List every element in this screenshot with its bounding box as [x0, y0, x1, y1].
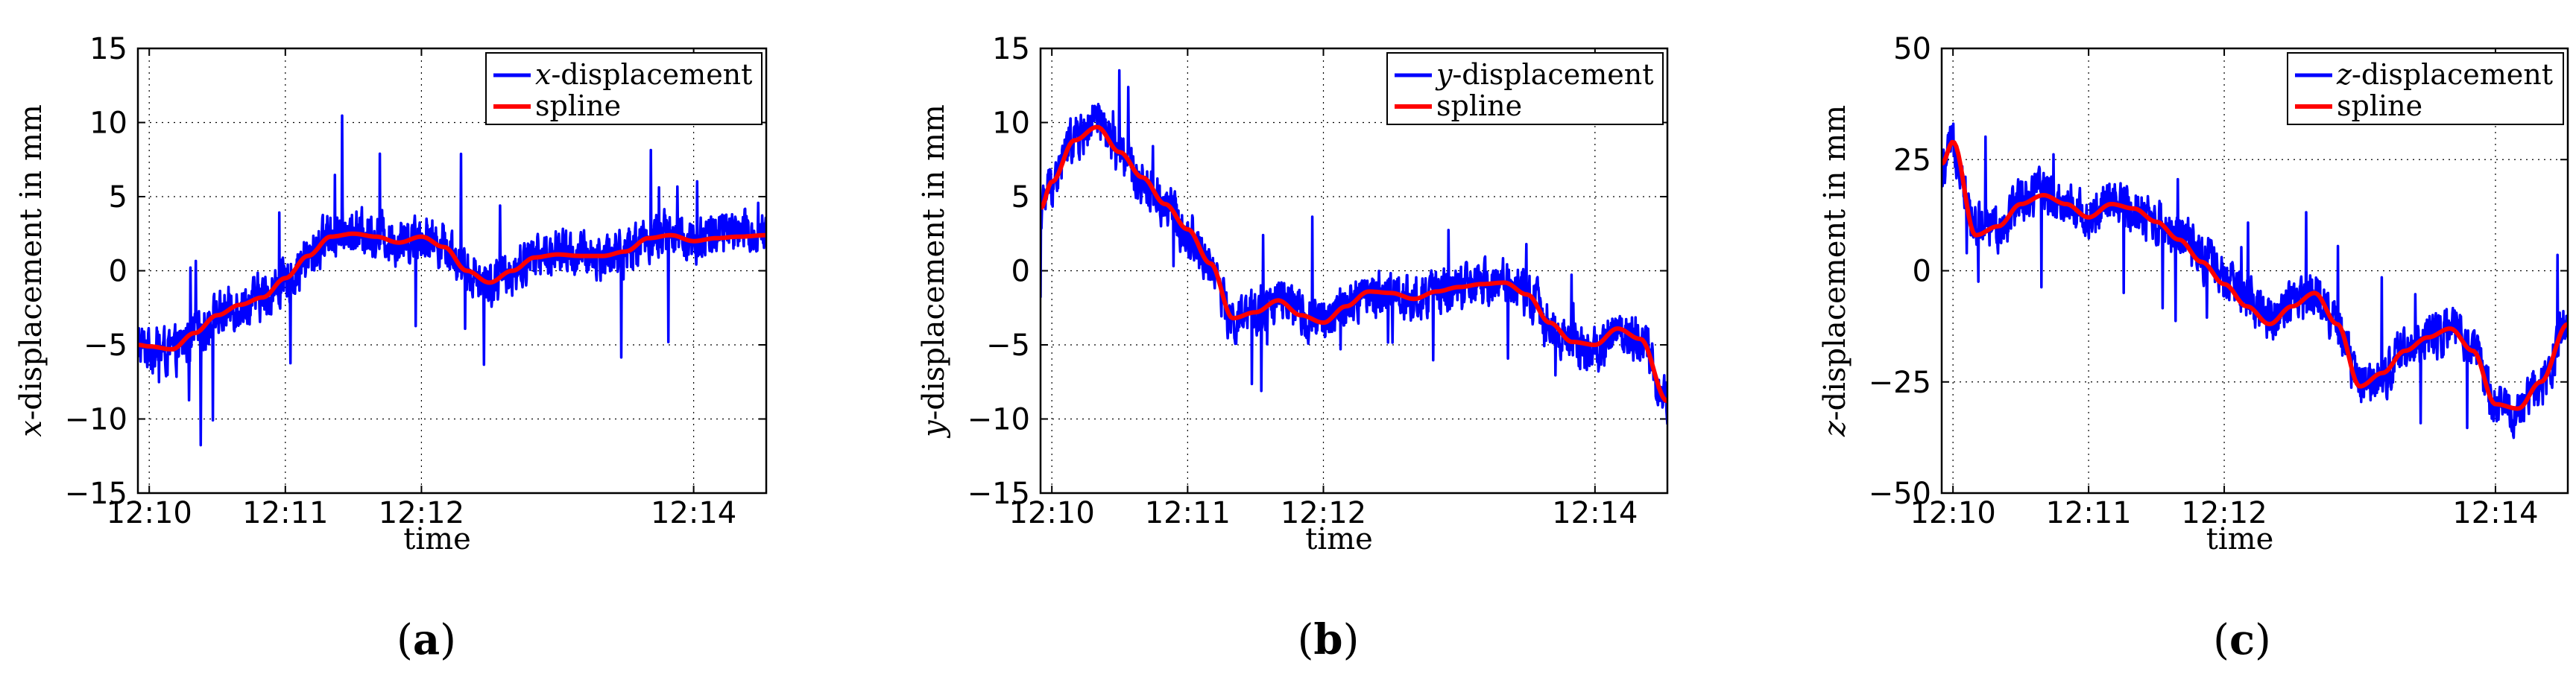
x-tick-label: 12:12 [379, 496, 464, 530]
legend-entry: z-displacement [2336, 58, 2553, 91]
y-axis-label: x-displacement in mm [14, 104, 48, 437]
legend-box [485, 52, 763, 125]
x-tick-label: 12:12 [2181, 496, 2267, 530]
x-tick-label: 12:14 [1552, 496, 1638, 530]
series-line-spline [138, 231, 766, 352]
legend-entry: spline [2337, 89, 2422, 122]
legend-box [2287, 52, 2564, 125]
y-tick-label: −10 [65, 403, 127, 437]
x-axis-label: time [403, 522, 470, 556]
series-line-spline [1942, 139, 2568, 411]
x-axis-label: time [2206, 522, 2273, 556]
y-tick-label: −10 [967, 403, 1030, 437]
x-tick-label: 12:14 [2452, 496, 2538, 530]
y-axis-label: y-displacement in mm [917, 104, 951, 439]
series-line-x-displacement [138, 114, 766, 447]
axes-frame [1039, 47, 1669, 495]
y-tick-label: −15 [967, 477, 1030, 511]
legend-entry: spline [1436, 89, 1522, 122]
y-tick-label: −5 [986, 328, 1030, 363]
x-tick-label: 12:10 [1009, 496, 1095, 530]
y-axis-label: z-displacement in mm [1818, 105, 1852, 437]
x-tick-label: 12:14 [651, 496, 736, 530]
y-tick-label: −25 [1869, 366, 1931, 400]
y-tick-label: 10 [89, 107, 127, 141]
x-tick-label: 12:11 [1145, 496, 1231, 530]
y-tick-label: 0 [109, 255, 127, 289]
y-tick-label: 5 [109, 180, 127, 215]
x-tick-label: 12:10 [1910, 496, 1996, 530]
y-tick-label: 5 [1011, 180, 1030, 215]
chart-panel-b: −15 −10 −5 0 5 10 15 12:10 12:11 12:12 12:14 y-disp… [917, 32, 1669, 664]
panel-label: (a) [397, 615, 456, 664]
legend-entry: spline [535, 89, 621, 122]
legend-entry: x-displacement [535, 58, 752, 91]
legend-box [1386, 52, 1664, 125]
y-tick-label: 25 [1893, 143, 1931, 177]
chart-panel-a: −15 −10 −5 0 5 10 15 12:10 12:11 12:12 12:14 x-disp… [14, 32, 768, 664]
panel-label: (c) [2213, 615, 2271, 664]
panel-label: (b) [1298, 615, 1360, 664]
y-tick-label: 0 [1913, 255, 1931, 289]
x-tick-label: 12:11 [242, 496, 328, 530]
y-tick-label: 0 [1011, 255, 1030, 289]
y-tick-label: −50 [1869, 477, 1931, 511]
x-tick-label: 12:10 [107, 496, 192, 530]
series-line-spline [1041, 124, 1667, 404]
y-tick-label: −15 [65, 477, 127, 511]
y-tick-label: 15 [89, 32, 127, 66]
y-tick-label: −5 [83, 328, 127, 363]
x-tick-label: 12:12 [1281, 496, 1366, 530]
y-tick-label: 10 [992, 107, 1030, 141]
axes-frame [1940, 47, 2569, 495]
chart-panel-c: −50 −25 0 25 50 12:10 12:11 12:12 12:14 z-displac… [1818, 32, 2569, 664]
legend-entry: y-displacement [1435, 58, 1653, 91]
axes-frame [136, 47, 768, 495]
y-tick-label: 15 [992, 32, 1030, 66]
y-tick-label: 50 [1893, 32, 1931, 66]
x-tick-label: 12:11 [2045, 496, 2131, 530]
x-axis-label: time [1305, 522, 1372, 556]
